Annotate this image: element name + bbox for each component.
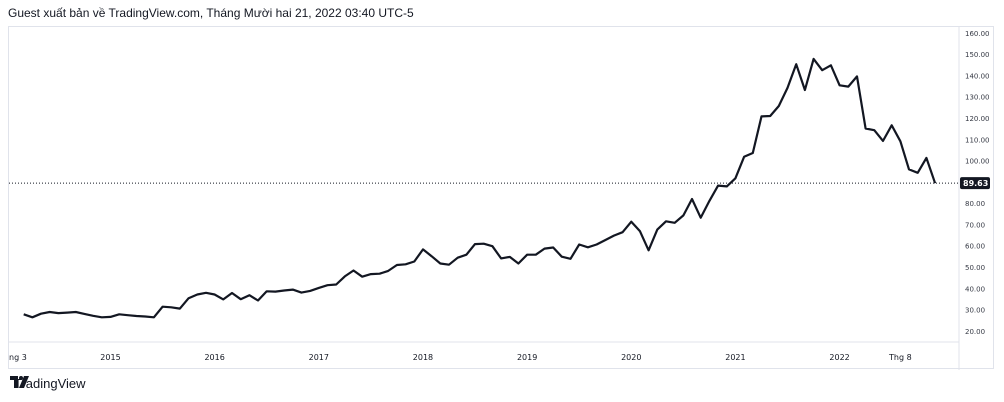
y-tick-label: 140.00 [965, 72, 990, 80]
x-tick-label: 2020 [621, 353, 641, 362]
y-tick-label: 50.00 [965, 264, 985, 272]
y-tick-label: 80.00 [965, 200, 985, 208]
y-tick-label: 100.00 [965, 158, 990, 166]
chart-panel[interactable]: 20.0030.0040.0050.0060.0070.0080.0090.00… [8, 26, 995, 370]
x-axis-ticks: ng 3 2015 2016 2017 2018 2019 2020 2021 2022 Thg … [9, 353, 912, 362]
line-chart[interactable]: 20.0030.0040.0050.0060.0070.0080.0090.00… [9, 27, 995, 370]
publish-info: Guest xuất bản về TradingView.com, Tháng… [8, 6, 414, 20]
y-tick-label: 30.00 [965, 307, 985, 315]
footer: TradingView [10, 376, 86, 391]
x-tick-label: 2016 [204, 353, 224, 362]
y-tick-label: 150.00 [965, 51, 990, 59]
y-tick-label: 110.00 [965, 136, 990, 144]
tradingview-logo-icon[interactable] [10, 376, 30, 388]
y-tick-label: 20.00 [965, 328, 985, 336]
last-price-label: 89.63 [960, 177, 990, 190]
y-tick-label: 130.00 [965, 94, 990, 102]
x-tick-label: 2021 [725, 353, 745, 362]
last-price-value: 89.63 [963, 179, 988, 188]
x-tick-label: 2018 [413, 353, 433, 362]
x-tick-label: 2015 [100, 353, 120, 362]
y-tick-label: 160.00 [965, 30, 990, 38]
price-line [23, 57, 937, 319]
x-tick-label: 2017 [309, 353, 329, 362]
y-tick-label: 120.00 [965, 115, 990, 123]
x-tick-label: Thg 8 [888, 353, 912, 362]
x-tick-label: ng 3 [9, 353, 27, 362]
y-tick-label: 40.00 [965, 285, 985, 293]
x-tick-label: 2019 [517, 353, 537, 362]
y-tick-label: 70.00 [965, 221, 985, 229]
y-tick-label: 60.00 [965, 243, 985, 251]
x-tick-label: 2022 [829, 353, 849, 362]
tradingview-brand[interactable]: TradingView [14, 376, 86, 391]
